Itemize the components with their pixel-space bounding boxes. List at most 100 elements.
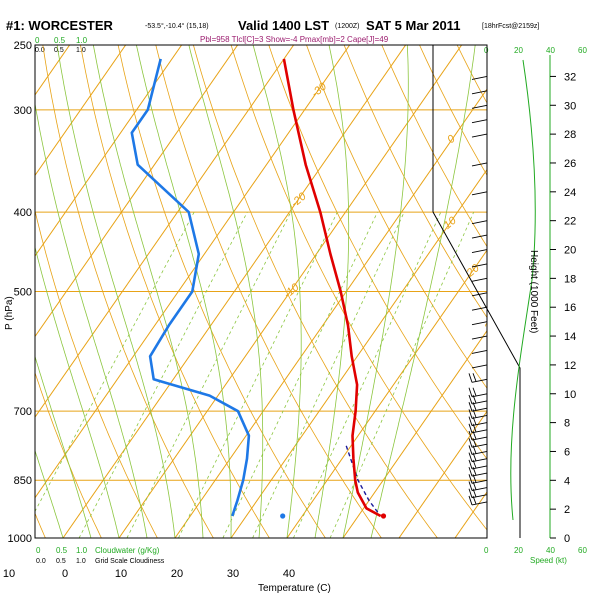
surface-dewpoint-dot (280, 513, 286, 519)
pressure-tick-label: 400 (14, 207, 32, 219)
isotherm-label: 30 (483, 316, 501, 334)
stability-indices: Pbl=958 Tlcl[C]=3 Show=-4 Pmax[mb]=2 Cap… (200, 35, 389, 44)
temperature-tick-label: 30 (227, 568, 239, 580)
wind-barb (471, 321, 488, 326)
moist-adiabat (92, 45, 204, 538)
bottom-legend: 0 0.5 1.0 Cloudwater (g/Kg) 0.0 0.5 1.0 … (36, 546, 587, 565)
height-axis-label: Height (1000 Feet) (528, 250, 539, 333)
moist-adiabat (136, 45, 232, 538)
isotherm-line (174, 88, 487, 538)
wind-barb (471, 306, 488, 311)
isotherm-line (0, 0, 13, 538)
speed-top-tick-3: 60 (578, 46, 587, 55)
dry-adiabat (35, 209, 158, 538)
wind-barb (471, 350, 488, 354)
isotherm-line (35, 45, 239, 338)
dry-adiabat (192, 45, 438, 538)
height-tick-label: 14 (564, 331, 576, 343)
height-tick-label: 6 (564, 446, 570, 458)
isotherm-line (0, 0, 69, 538)
cloudwater-bottom-tick-1: 0.5 (56, 546, 68, 555)
mixing-ratio-label: 4 (252, 541, 262, 550)
temperature-tick-label: 40 (283, 568, 295, 580)
axes: 2503004005007008501000302010010203040 (3, 40, 295, 580)
valid-time: Valid 1400 LST (238, 18, 329, 33)
pressure-tick-label: 250 (14, 40, 32, 52)
height-tick-label: 8 (564, 418, 570, 430)
isotherm-label: 0 (445, 132, 458, 146)
wind-barb (471, 292, 488, 297)
mixing-ratio-line (178, 211, 338, 538)
wind-barb (471, 263, 488, 268)
wind-region-boundary (432, 45, 521, 538)
dry-adiabat (117, 45, 326, 538)
wind-barb (471, 90, 488, 95)
height-tick-label: 4 (564, 475, 570, 487)
moist-adiabat (342, 45, 409, 538)
isotherm-line (398, 410, 487, 538)
height-tick-label: 0 (564, 533, 570, 545)
mixing-ratio-label: 10 (322, 537, 335, 550)
height-tick-label: 2 (564, 504, 570, 516)
height-tick-label: 30 (564, 100, 576, 112)
speed-top-tick-1: 20 (514, 46, 523, 55)
dry-adiabat (268, 45, 487, 460)
isotherm-line (35, 45, 71, 96)
moist-adiabat (35, 449, 64, 538)
pressure-tick-label: 1000 (8, 533, 32, 545)
wind-barb (471, 249, 488, 253)
dry-adiabat (155, 45, 382, 538)
temperature-tick-label: 10 (115, 568, 127, 580)
moist-adiabat (56, 45, 176, 538)
wind-barb (471, 133, 488, 138)
wind-barb (471, 75, 488, 80)
cloudwater-top-tick-0: 0 (35, 36, 40, 45)
height-tick-label: 16 (564, 302, 576, 314)
height-tick-label: 24 (564, 187, 576, 199)
cloudwater-top-tick-1: 0.5 (54, 36, 66, 45)
wind-barb (471, 162, 488, 167)
dry-adiabat (381, 45, 487, 248)
surface-temperature-dot (380, 513, 387, 519)
wind-barb (471, 364, 488, 369)
cloudiness-label: Grid Scale Cloudiness (95, 558, 165, 565)
station-name: #1: WORCESTER (6, 18, 114, 33)
station-coords: -53.5°,-10.4° (15,18) (145, 22, 209, 30)
height-tick-label: 18 (564, 273, 576, 285)
isotherm-line (35, 45, 295, 419)
valid-date: SAT 5 Mar 2011 (366, 18, 460, 33)
temperature-tick-label: 0 (62, 568, 68, 580)
cloudiness-bottom-tick-0: 0.0 (36, 558, 46, 565)
wind-barb (471, 104, 488, 109)
temperature-profile-line (282, 58, 382, 518)
parcel-path-line (345, 444, 379, 513)
x-axis-label: Temperature (C) (258, 583, 331, 594)
wind-barb (471, 234, 488, 239)
moist-adiabat (370, 45, 476, 538)
speed-label: Speed (kt) (530, 556, 567, 565)
mixing-ratio-line (126, 211, 292, 538)
dry-adiabat (343, 45, 487, 319)
mixing-ratio-line (35, 211, 195, 513)
mixing-ratio-label: 2 (182, 541, 192, 550)
cloudwater-top-tick-2: 1.0 (76, 36, 88, 45)
isotherm-label: 10 (442, 214, 460, 232)
pressure-tick-label: 850 (14, 475, 32, 487)
isotherm-line (35, 45, 351, 499)
moist-adiabat (35, 245, 120, 538)
wind-barb (468, 373, 488, 383)
wind-barb (471, 335, 488, 340)
zulu-time: (1200Z) (335, 23, 360, 30)
pressure-tick-label: 700 (14, 406, 32, 418)
speed-bottom-tick-3: 60 (578, 546, 587, 555)
wind-speed-curve (510, 59, 536, 521)
dry-adiabat (306, 45, 487, 389)
height-tick-label: 26 (564, 158, 576, 170)
isotherm-line (35, 45, 127, 177)
dry-adiabat (42, 45, 214, 538)
height-tick-label: 10 (564, 389, 576, 401)
isotherm-label: 20 (464, 262, 483, 280)
isotherm-line (118, 45, 463, 538)
